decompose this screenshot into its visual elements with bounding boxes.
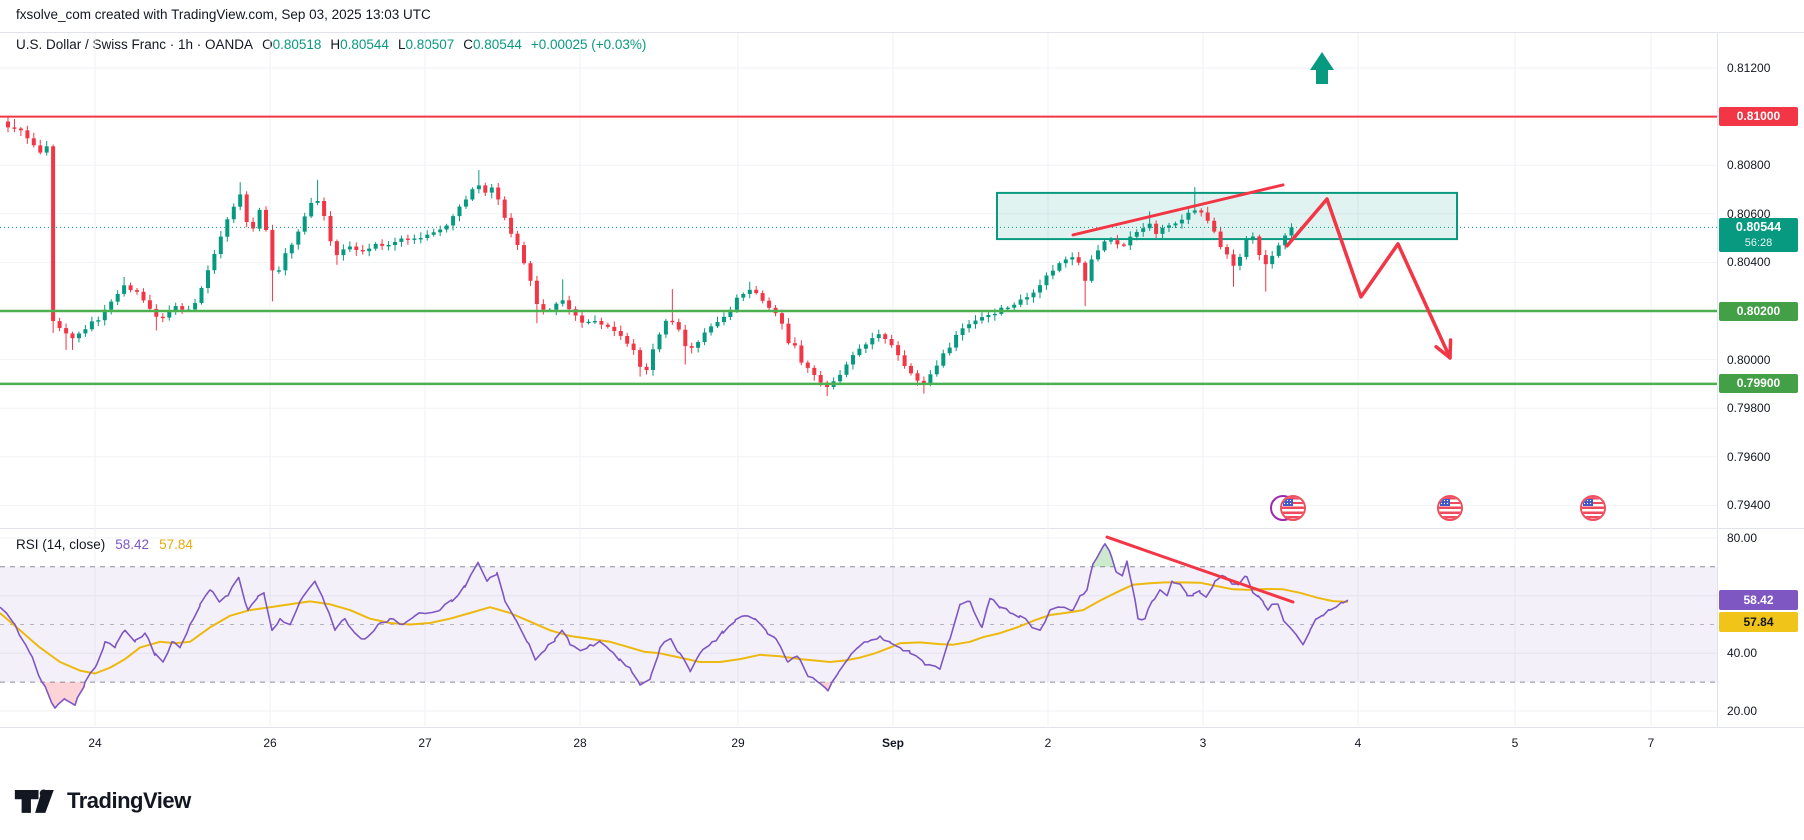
price-change: +0.00025 (+0.03%) bbox=[530, 37, 647, 52]
bar-countdown: 56:28 bbox=[1744, 237, 1773, 249]
price-axis-tick: 0.79800 bbox=[1727, 401, 1771, 415]
time-axis-label[interactable]: 3 bbox=[1199, 736, 1207, 750]
pane-separator[interactable] bbox=[0, 528, 1804, 529]
current-price-badge: 0.80544 56:28 bbox=[1719, 218, 1798, 252]
tradingview-logo-mark bbox=[14, 789, 54, 813]
support-price-badge-1: 0.80200 bbox=[1719, 302, 1798, 321]
flag-canton bbox=[1440, 499, 1450, 506]
price-axis-tick: 0.79600 bbox=[1727, 450, 1771, 464]
time-axis-label[interactable]: 5 bbox=[1511, 736, 1519, 750]
time-axis-separator bbox=[0, 727, 1804, 728]
ohlc-low: L 0.80507 bbox=[397, 37, 455, 52]
rsi-axis-tick: 80.00 bbox=[1727, 531, 1758, 545]
rsi-value-badge: 58.42 bbox=[1719, 590, 1798, 610]
rsi-ma-value-badge: 57.84 bbox=[1719, 612, 1798, 632]
attribution-text: fxsolve_com created with TradingView.com… bbox=[16, 7, 431, 22]
time-axis-label[interactable]: 2 bbox=[1044, 736, 1052, 750]
us-flag-event-icon[interactable] bbox=[1437, 495, 1463, 521]
ohlc-high: H 0.80544 bbox=[330, 37, 389, 52]
time-axis-label[interactable]: 7 bbox=[1647, 736, 1655, 750]
rsi-axis-tick: 20.00 bbox=[1727, 704, 1758, 718]
price-axis-tick: 0.80400 bbox=[1727, 255, 1771, 269]
rsi-axis-tick: 40.00 bbox=[1727, 646, 1758, 660]
time-axis-label[interactable]: 4 bbox=[1354, 736, 1362, 750]
price-axis-separator[interactable] bbox=[1717, 32, 1718, 727]
rsi-ma-value: 57.84 bbox=[159, 537, 193, 552]
resistance-price-badge: 0.81000 bbox=[1719, 107, 1798, 126]
rsi-title: RSI (14, close) bbox=[16, 537, 106, 552]
symbol-title: U.S. Dollar / Swiss Franc · 1h · OANDA bbox=[16, 37, 254, 52]
time-axis-label[interactable]: 28 bbox=[573, 736, 587, 750]
us-flag-event-icon[interactable] bbox=[1280, 495, 1306, 521]
rsi-value: 58.42 bbox=[115, 537, 150, 552]
header-separator bbox=[0, 32, 1804, 33]
current-price-value: 0.80544 bbox=[1735, 220, 1782, 234]
ohlc-close: C 0.80544 bbox=[463, 37, 522, 52]
time-axis-label[interactable]: 24 bbox=[88, 736, 102, 750]
rsi-indicator-header[interactable]: RSI (14, close) 58.42 57.84 bbox=[16, 537, 193, 552]
time-axis-label[interactable]: Sep bbox=[881, 736, 904, 750]
flag-canton bbox=[1583, 499, 1593, 506]
support-price-badge-2: 0.79900 bbox=[1719, 374, 1798, 393]
time-axis-label[interactable]: 26 bbox=[263, 736, 277, 750]
symbol-info-bar[interactable]: U.S. Dollar / Swiss Franc · 1h · OANDA O… bbox=[16, 37, 646, 52]
price-axis-tick: 0.80000 bbox=[1727, 353, 1771, 367]
ohlc-open: O 0.80518 bbox=[262, 37, 322, 52]
price-axis-tick: 0.80800 bbox=[1727, 158, 1771, 172]
us-flag-event-icon[interactable] bbox=[1580, 495, 1606, 521]
time-axis-label[interactable]: 29 bbox=[731, 736, 745, 750]
price-axis-tick: 0.80600 bbox=[1727, 207, 1771, 221]
price-axis-tick: 0.79400 bbox=[1727, 498, 1771, 512]
tradingview-logo[interactable]: TradingView bbox=[14, 784, 191, 818]
tradingview-logo-text: TradingView bbox=[67, 788, 191, 813]
flag-canton bbox=[1283, 499, 1293, 506]
price-axis-tick: 0.81200 bbox=[1727, 61, 1771, 75]
time-axis-label[interactable]: 27 bbox=[418, 736, 432, 750]
